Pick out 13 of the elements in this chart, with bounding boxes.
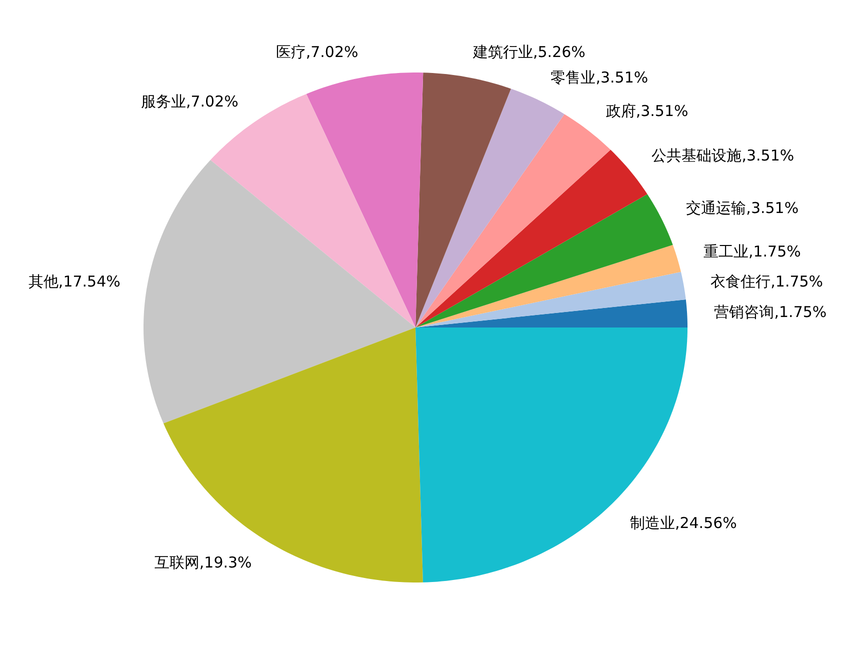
slice-label: 服务业,7.02% [140,92,238,110]
slice-label: 医疗,7.02% [276,43,358,62]
slice-label: 零售业,3.51% [550,68,648,86]
slice-label: 建筑行业,5.26% [472,43,586,62]
slice-label: 制造业,24.56% [630,514,737,532]
slice-label: 衣食住行,1.75% [710,272,824,290]
slice-label: 公共基础设施,3.51% [652,146,794,164]
slice-label: 其他,17.54% [28,272,120,290]
slice-label: 互联网,19.3% [154,553,252,572]
slice-label: 营销咨询,1.75% [714,303,827,322]
slice-label: 重工业,1.75% [703,242,801,260]
slice-label: 交通运输,3.51% [686,198,799,217]
slice-label: 政府,3.51% [606,102,688,120]
